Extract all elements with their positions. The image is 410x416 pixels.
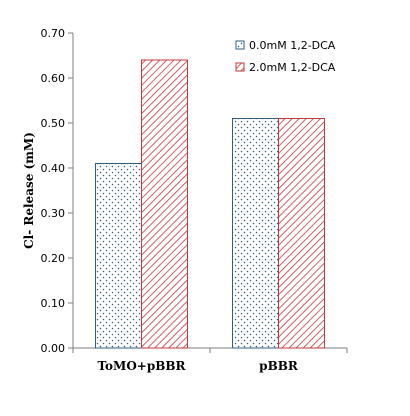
y-tick-label: 0.40 — [41, 162, 66, 175]
legend-label-0: 0.0mM 1,2-DCA — [249, 39, 336, 52]
bars — [95, 59, 325, 349]
y-axis-title: Cl- Release (mM) — [22, 132, 36, 249]
y-tick-label: 0.50 — [41, 117, 66, 130]
bar-dots — [95, 163, 142, 349]
y-tick-label: 0.30 — [41, 207, 66, 220]
legend-swatch-0 — [235, 40, 245, 50]
x-category-label: pBBR — [259, 359, 299, 373]
y-tick-label: 0.20 — [41, 252, 66, 265]
legend-swatch-1 — [235, 62, 245, 72]
bar-hatch — [141, 59, 188, 349]
bar-dots — [232, 118, 279, 349]
legend: 0.0mM 1,2-DCA 2.0mM 1,2-DCA — [235, 39, 336, 74]
x-axis: ToMO+pBBR pBBR — [72, 347, 348, 373]
y-tick-label: 0.60 — [41, 72, 66, 85]
y-tick-label: 0.10 — [41, 297, 66, 310]
y-axis: 0.00 0.10 0.20 0.30 0.40 0.50 0.60 0.70 — [41, 27, 74, 355]
y-tick-label: 0.70 — [41, 27, 66, 40]
bar-hatch — [278, 118, 325, 349]
x-category-label: ToMO+pBBR — [98, 359, 187, 373]
legend-label-1: 2.0mM 1,2-DCA — [249, 61, 336, 74]
y-tick-label: 0.00 — [41, 342, 66, 355]
